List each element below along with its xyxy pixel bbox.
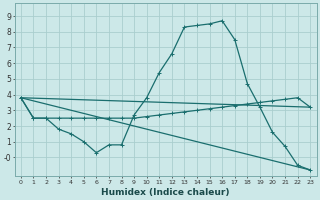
X-axis label: Humidex (Indice chaleur): Humidex (Indice chaleur) [101, 188, 230, 197]
